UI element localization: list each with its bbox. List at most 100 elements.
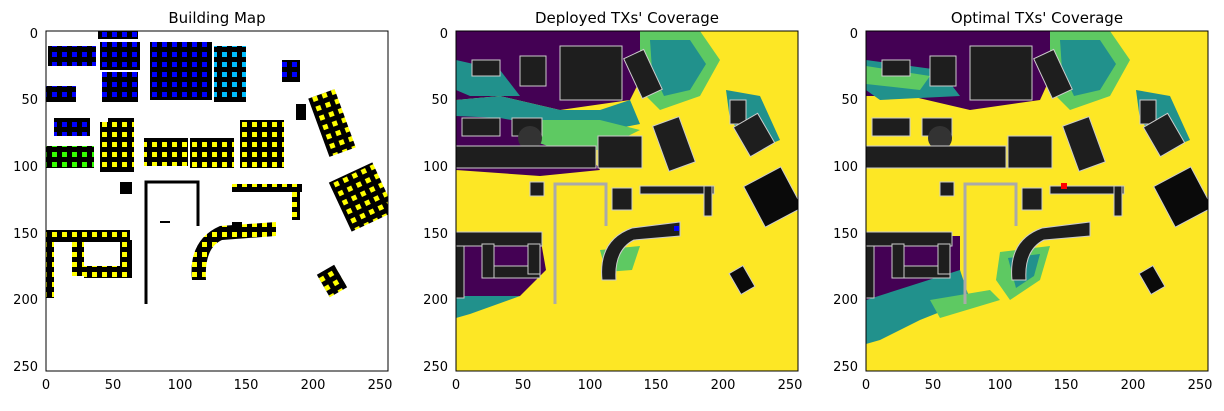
y-tick-label: 150: [13, 227, 38, 242]
y-tick-label: 0: [850, 27, 858, 42]
building: [1138, 264, 1166, 296]
y-tick-label: 0: [440, 27, 448, 42]
building: [928, 126, 952, 150]
building: [1033, 48, 1073, 100]
building: [54, 118, 90, 136]
building: [969, 45, 1033, 101]
building: [728, 264, 756, 296]
building: [623, 48, 663, 100]
building: [871, 117, 911, 137]
building: [46, 86, 76, 102]
building: [214, 46, 246, 102]
x-ticks: 0 50 100 150 200 250: [862, 378, 1213, 393]
building: [48, 46, 96, 66]
coverage-mid: [650, 40, 706, 96]
x-tick-label: 0: [452, 378, 460, 393]
plot-area: [46, 31, 388, 371]
y-tick-label: 250: [833, 360, 858, 375]
x-tick-label: 0: [42, 378, 50, 393]
building: [1007, 135, 1053, 169]
building: [1011, 221, 1091, 281]
building: [144, 138, 188, 166]
y-tick-label: 150: [423, 227, 448, 242]
x-tick-label: 50: [925, 378, 942, 393]
building: [732, 112, 776, 158]
x-tick-label: 200: [1121, 378, 1146, 393]
y-tick-label: 200: [13, 293, 38, 308]
x-ticks: 0 50 100 150 200 250: [452, 378, 803, 393]
building: [456, 245, 465, 299]
building: [471, 59, 501, 77]
x-tick-label: 150: [234, 378, 259, 393]
x-tick-label: 50: [515, 378, 532, 393]
building: [518, 126, 542, 150]
building: [98, 31, 138, 39]
building: [866, 145, 1007, 169]
x-ticks: 0 50 100 150 200 250: [42, 378, 393, 393]
building: [601, 221, 681, 281]
x-tick-label: 50: [105, 378, 122, 393]
building: [1049, 185, 1125, 195]
building: [100, 42, 140, 70]
y-tick-label: 150: [833, 227, 858, 242]
building: [190, 138, 234, 168]
x-tick-label: 0: [862, 378, 870, 393]
building: [316, 264, 348, 298]
building: [703, 185, 713, 217]
y-tick-label: 50: [431, 93, 448, 108]
building: [292, 184, 300, 220]
x-tick-label: 200: [301, 378, 326, 393]
building: [46, 230, 130, 242]
plot-area: [866, 31, 1208, 371]
building: [1061, 116, 1107, 172]
building: [639, 185, 715, 195]
y-tick-label: 200: [833, 293, 858, 308]
building: [328, 162, 388, 232]
building: [102, 72, 138, 102]
building: [881, 59, 911, 77]
building: [559, 45, 623, 101]
axes-frame: [45, 30, 389, 372]
building: [1142, 112, 1186, 158]
building: [891, 243, 905, 279]
building: [611, 187, 633, 211]
building: [150, 42, 212, 100]
y-tick-label: 50: [841, 93, 858, 108]
building: [1152, 166, 1208, 228]
building: [100, 122, 134, 172]
y-tick-label: 100: [13, 160, 38, 175]
building: [240, 120, 284, 168]
y-tick-label: 200: [423, 293, 448, 308]
axes-frame: [865, 30, 1209, 372]
x-tick-label: 250: [778, 378, 803, 393]
plot-area: [456, 31, 798, 371]
panel-deployed-coverage: Deployed TXs' Coverage: [423, 9, 802, 393]
building: [72, 240, 84, 276]
building: [929, 55, 957, 87]
building: [597, 135, 643, 169]
building: [120, 240, 132, 276]
building: [519, 55, 547, 87]
y-tick-label: 250: [13, 360, 38, 375]
panel-title: Deployed TXs' Coverage: [535, 9, 719, 27]
transmitter-marker: [674, 226, 679, 231]
building: [120, 182, 132, 194]
building: [461, 117, 501, 137]
coverage-mid: [866, 270, 970, 344]
y-tick-label: 50: [21, 93, 38, 108]
x-tick-label: 150: [1054, 378, 1079, 393]
building: [456, 145, 597, 169]
panel-title: Building Map: [168, 9, 265, 27]
transmitter-marker: [1061, 183, 1067, 189]
building: [937, 243, 951, 275]
building: [939, 181, 955, 197]
x-tick-label: 150: [644, 378, 669, 393]
building: [481, 243, 495, 279]
x-tick-label: 200: [711, 378, 736, 393]
y-tick-label: 100: [423, 160, 448, 175]
y-tick-label: 100: [833, 160, 858, 175]
wall: [553, 182, 608, 304]
x-tick-label: 100: [578, 378, 603, 393]
y-tick-label: 0: [30, 27, 38, 42]
building: [46, 240, 54, 298]
